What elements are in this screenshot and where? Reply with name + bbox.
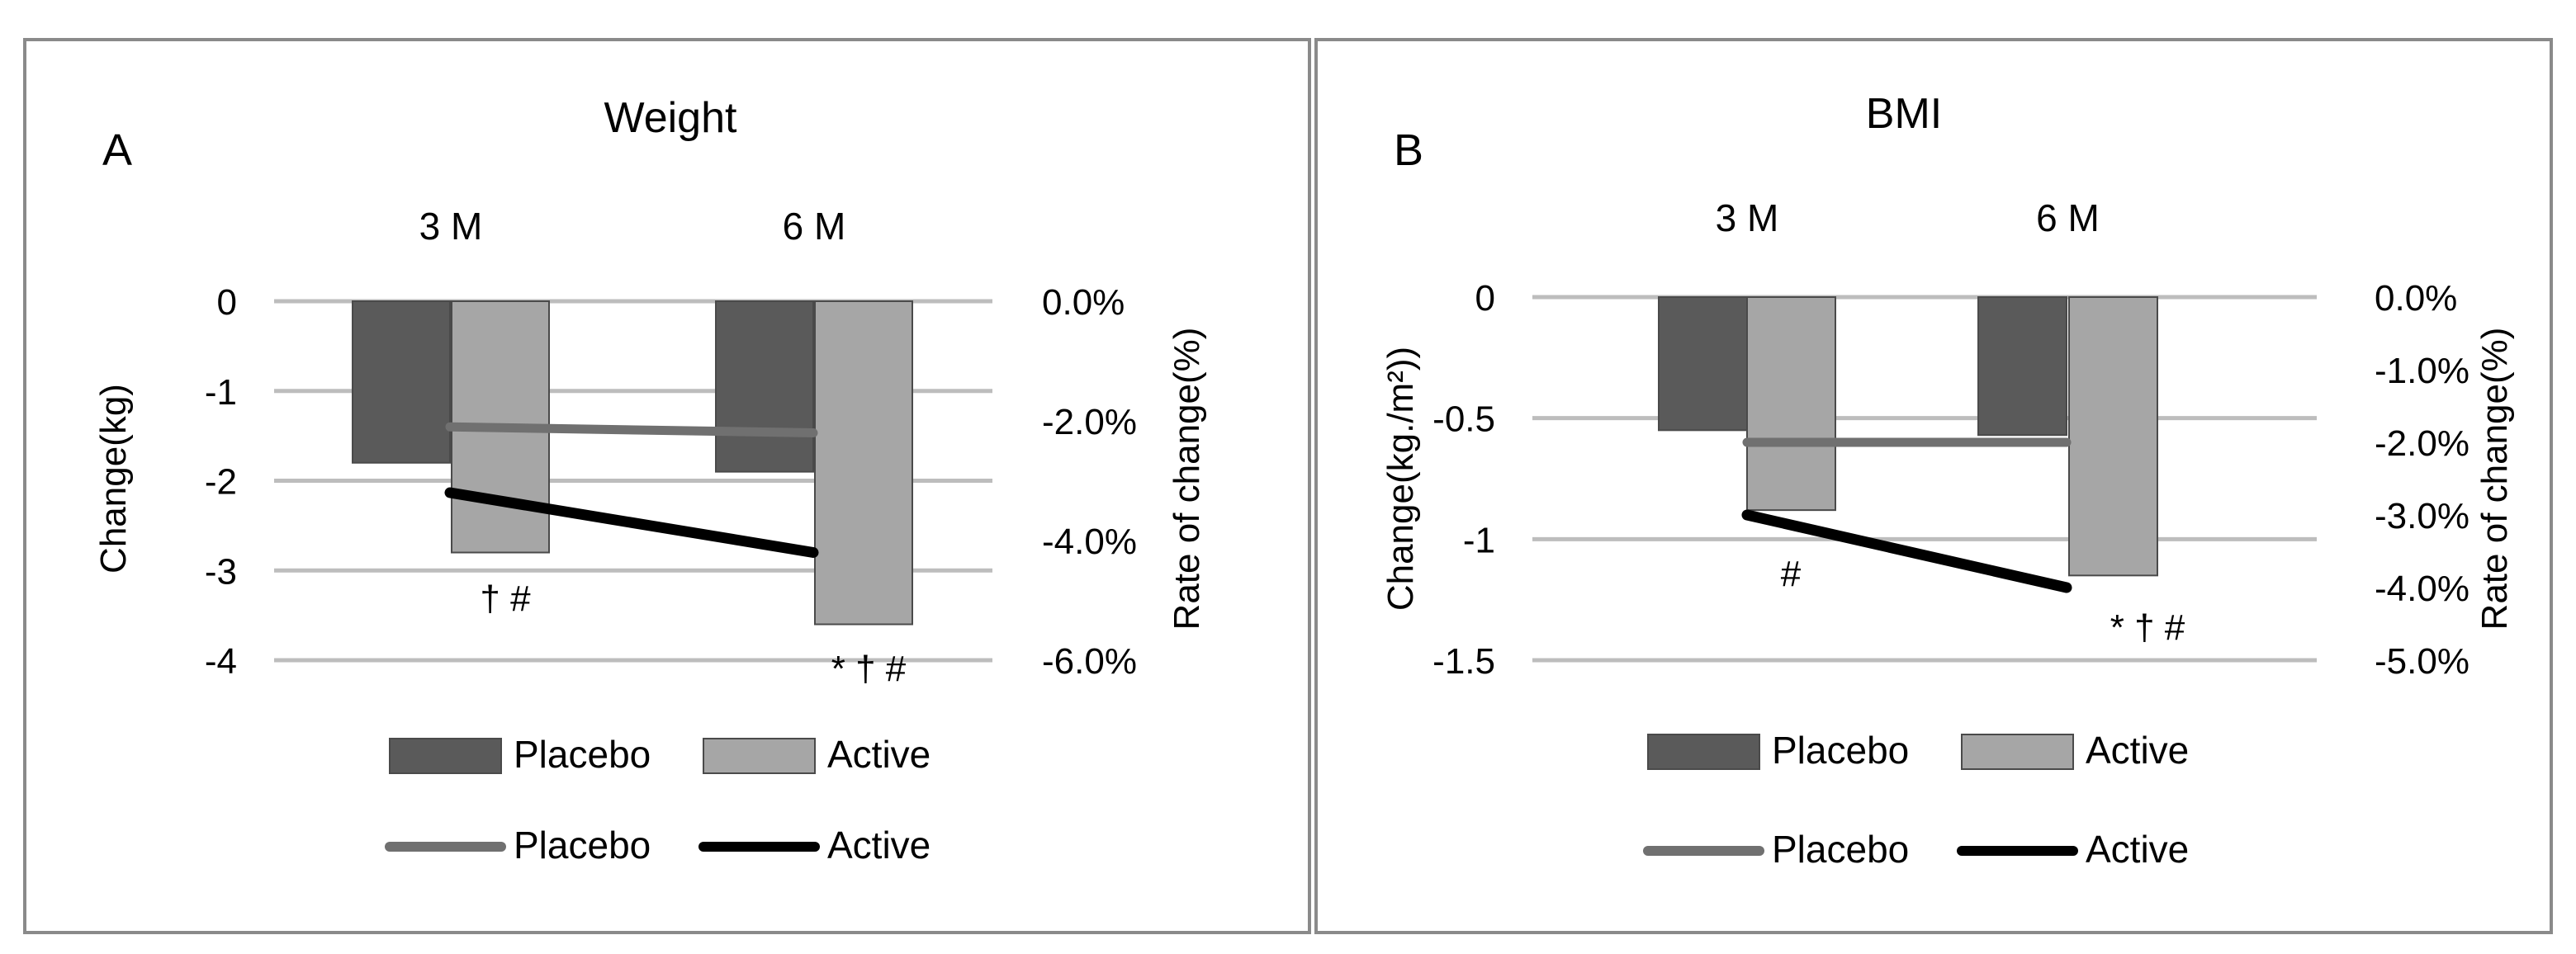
significance-annotation: * † # [831,649,907,689]
legend-swatch-bar [389,738,502,774]
legend-label: Placebo [1772,729,1909,772]
significance-annotation: † # [480,579,531,619]
y-axis-title: Change(kg) [93,384,134,574]
panel-weight: A Weight 3 M 6 M 0 -1 -2 -3 -4 0.0% -2.0% -4.0% -6.0… [23,38,1311,934]
y-tick-label: -1 [1463,520,1495,560]
y-tick-label: -1.5 [1432,641,1495,682]
y2-tick-label: -4.0% [1042,522,1137,562]
y-tick-label: -2 [205,462,237,503]
panel-bmi: B BMI 3 M 6 M 0 -0.5 -1 -1.5 0.0% -1.0% -2.0% -3.0%… [1314,38,2553,934]
category-label: 3 M [419,205,483,248]
chart-title: Weight [604,94,737,142]
legend-label: Placebo [514,733,651,776]
y-tick-label: 0 [1475,278,1495,319]
bar-placebo [715,300,814,473]
legend-label: Placebo [514,824,651,867]
y2-tick-label: -6.0% [1042,641,1137,682]
y2-tick-label: -1.0% [2375,351,2469,391]
line-active [1741,509,2072,593]
y2-tick-label: 0.0% [2375,278,2457,319]
legend-label: Active [827,733,930,776]
y2-tick-label: -3.0% [2375,496,2469,536]
legend-swatch-bar [1961,734,2074,770]
legend-swatch-bar [703,738,816,774]
legend-swatch-bar [1647,734,1760,770]
panel-label: A [102,125,132,175]
legend-label: Active [827,824,930,867]
y2-tick-label: -2.0% [1042,402,1137,442]
y-tick-label: 0 [217,282,237,323]
y2-axis-title: Rate of change(%) [1167,328,1207,630]
line-active [444,487,819,558]
y-tick-label: -3 [205,551,237,592]
bar-active [2068,296,2158,577]
category-label: 6 M [2036,196,2100,239]
significance-annotation: # [1781,554,1802,594]
category-label: 6 M [783,205,846,248]
chart-svg: B BMI 3 M 6 M 0 -0.5 -1 -1.5 0.0% -1.0% -2.0% -3.0%… [1380,90,2515,871]
y2-tick-label: -4.0% [2375,569,2469,609]
y2-tick-label: -5.0% [2375,641,2469,682]
bar-active [814,300,913,626]
line-placebo [445,422,818,437]
bar-placebo [352,300,451,464]
legend-label: Active [2086,828,2189,871]
y2-axis-title: Rate of change(%) [2474,328,2515,630]
y2-tick-label: -2.0% [2375,423,2469,464]
y2-tick-label: 0.0% [1042,282,1125,323]
panel-label: B [1394,125,1423,175]
chart-svg: A Weight 3 M 6 M 0 -1 -2 -3 -4 0.0% -2.0% -4.0% -6.0… [93,94,1207,867]
bar-active [1746,296,1836,512]
bar-placebo [1977,296,2067,437]
y-tick-label: -1 [205,372,237,413]
y-axis-title: Change(kg./m²)) [1380,347,1421,611]
bar-placebo [1658,296,1748,432]
significance-annotation: * † # [2110,607,2185,648]
y-tick-label: -4 [205,641,237,682]
category-label: 3 M [1716,196,1779,239]
chart-title: BMI [1866,90,1942,138]
legend-label: Active [2086,729,2189,772]
legend-label: Placebo [1772,828,1909,871]
y-tick-label: -0.5 [1432,399,1495,440]
